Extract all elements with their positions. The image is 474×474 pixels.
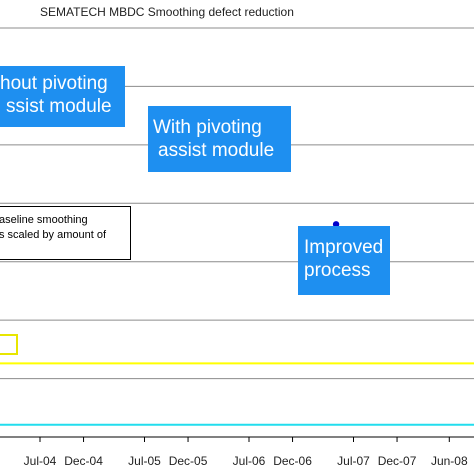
x-tick-label: Jul-06 (233, 454, 266, 468)
x-tick-label: Dec-06 (273, 454, 312, 468)
x-tick-label: Dec-05 (169, 454, 208, 468)
x-tick-label: Jul-07 (337, 454, 370, 468)
x-tick-label: Dec-07 (378, 454, 417, 468)
reference-lines (0, 362, 474, 426)
x-tick-label: Jul-04 (24, 454, 57, 468)
callout-with-pivoting-line-1: With pivoting (153, 117, 262, 138)
x-tick-label: Jul-05 (128, 454, 161, 468)
callout-improved-process: Improved process (298, 226, 390, 295)
callout-with-pivoting: With pivoting assist module (148, 106, 291, 172)
legend-swatch-yellow (0, 334, 18, 355)
data-point (332, 221, 340, 228)
legend-line-1: aseline smoothing (0, 214, 88, 226)
x-tick-label: Jun-08 (431, 454, 468, 468)
chart-title: SEMATECH MBDC Smoothing defect reduction (40, 5, 294, 19)
callout-without-pivoting-line-1: hout pivoting (0, 73, 108, 94)
x-axis-ticks: Dec-03Jul-04Dec-04Jul-05Dec-05Jul-06Dec-… (24, 437, 468, 468)
callout-improved-process-line-1: Improved (304, 237, 384, 258)
callout-without-pivoting: hout pivoting ssist module (0, 66, 125, 127)
x-tick-label: Dec-04 (64, 454, 103, 468)
legend-box: aseline smoothing s scaled by amount of (0, 206, 131, 260)
callout-improved-process-line-2: process (304, 260, 371, 281)
callout-without-pivoting-line-2: ssist module (6, 96, 112, 117)
legend-line-2: s scaled by amount of (0, 229, 107, 241)
callout-with-pivoting-line-2: assist module (158, 140, 275, 161)
